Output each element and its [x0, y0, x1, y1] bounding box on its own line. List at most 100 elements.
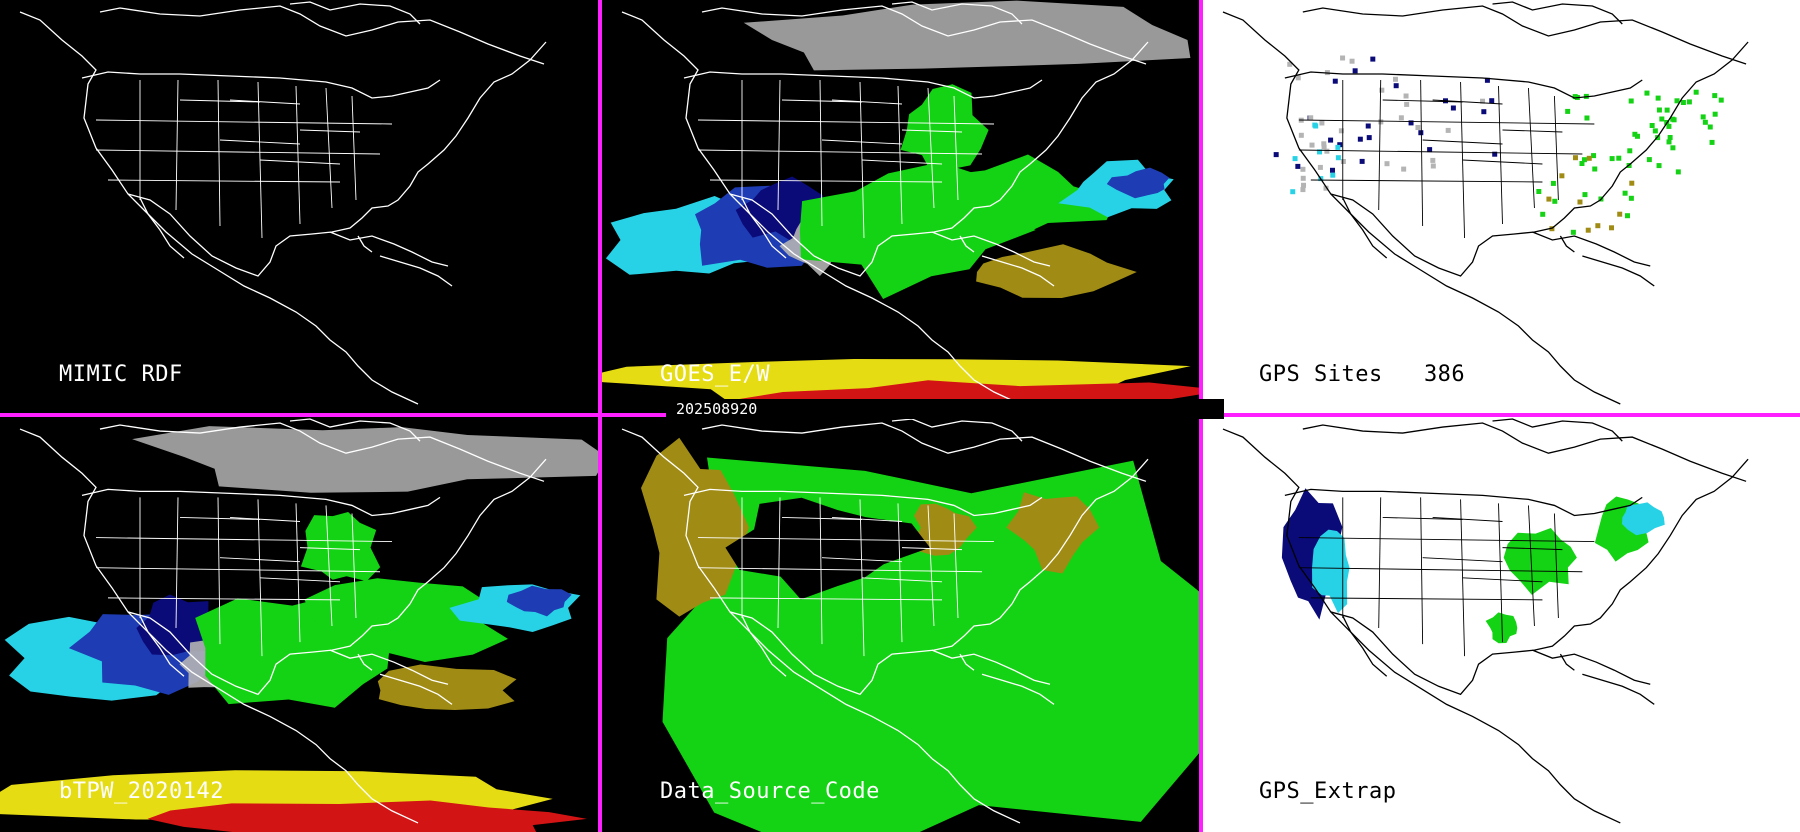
coastline-outline [99, 5, 545, 65]
coastline-outline [741, 615, 787, 677]
gps-site-marker [1675, 169, 1681, 175]
gps-site-marker [1624, 213, 1630, 219]
gps-site-marker [1287, 61, 1293, 67]
state-border [897, 85, 903, 225]
gps-site-marker [1323, 185, 1329, 191]
gps-site-marker [1628, 195, 1634, 201]
state-border [781, 517, 863, 520]
coastline-outline [741, 197, 787, 259]
gps-site-marker [1430, 163, 1436, 169]
gps-site-marker [1370, 56, 1376, 62]
coastline-outline [99, 422, 545, 482]
gps-site-marker [1536, 189, 1542, 194]
gps-site-marker [1300, 175, 1306, 181]
gps-site-marker [1646, 157, 1652, 163]
panel-goes: GOES_E/W [602, 0, 1200, 413]
gps-site-marker [1666, 123, 1672, 129]
state-border [175, 497, 179, 629]
gps-site-marker [1392, 76, 1398, 82]
map-background [0, 0, 598, 413]
gps-site-marker [1415, 125, 1421, 130]
gps-site-marker [1591, 153, 1597, 159]
source-olive-west [641, 437, 749, 617]
panel-label-mimic-rdf: MIMIC RDF [59, 362, 183, 387]
state-border [219, 139, 301, 145]
coastline-outline [127, 458, 547, 696]
coastline-outline [139, 615, 185, 677]
state-border [781, 99, 863, 103]
state-border [295, 503, 301, 643]
coastline-outline [1284, 71, 1643, 99]
coastline-outline [891, 1, 1023, 25]
gps-site-marker [1273, 152, 1279, 158]
state-border [259, 159, 341, 165]
extrap-cyan-ne [1621, 502, 1665, 536]
state-border [697, 537, 995, 543]
gps-site-marker [1300, 166, 1306, 172]
state-border [1432, 517, 1503, 522]
extrap-green-ohio [1503, 528, 1577, 595]
gps-site-marker [1634, 133, 1640, 139]
coastline-outline [81, 71, 441, 99]
coastline-outline [1492, 1, 1623, 25]
coastline-outline [379, 673, 453, 705]
state-border [1378, 79, 1382, 211]
map-p1 [0, 0, 598, 413]
state-border [1498, 503, 1503, 643]
panel-label-gps-sites: GPS Sites 386 [1259, 362, 1466, 387]
gps-site-marker [1492, 151, 1498, 157]
coastline-outline [729, 41, 1149, 277]
coastline-outline [357, 653, 373, 671]
state-border [1462, 159, 1543, 165]
gps-site-marker [1430, 157, 1436, 163]
gps-site-marker [1359, 158, 1365, 164]
moisture-olive-caribbean [976, 244, 1137, 298]
gps-site-marker [1403, 93, 1409, 99]
coastline-outline [127, 41, 547, 277]
gps-site-marker [1667, 135, 1673, 140]
gps-site-marker [1700, 114, 1706, 120]
state-border [299, 129, 361, 133]
state-border [1528, 87, 1535, 209]
state-border [1420, 79, 1424, 227]
gps-site-marker [1595, 223, 1601, 229]
gps-site-marker [1550, 180, 1556, 186]
coastline-outline [701, 5, 1147, 65]
gps-site-marker [1674, 98, 1680, 104]
coastline-outline [1330, 458, 1749, 696]
gps-site-marker [1570, 229, 1576, 235]
state-border [259, 577, 341, 583]
coastline-outline [1330, 41, 1749, 277]
coastline-outline [329, 231, 449, 267]
gps-site-marker [1393, 83, 1399, 89]
gps-site-marker [1290, 189, 1296, 195]
state-border [325, 87, 333, 209]
state-border [831, 517, 903, 522]
moisture-olive-caribbean [377, 664, 517, 711]
state-border [1420, 497, 1424, 645]
moisture-green-lakes [300, 512, 381, 582]
gps-site-marker [1718, 97, 1724, 103]
state-border [709, 597, 943, 601]
gps-site-marker [1308, 115, 1314, 121]
state-border [229, 99, 301, 105]
gps-site-marker [1702, 119, 1708, 125]
state-border [901, 129, 963, 133]
state-border [897, 503, 903, 643]
gps-site-marker [1693, 89, 1699, 95]
state-border [219, 557, 301, 563]
state-border [831, 99, 903, 105]
gps-site-marker [1357, 136, 1363, 142]
coastline-outline [379, 255, 453, 287]
gps-site-marker [1579, 161, 1585, 166]
gps-site-marker [1546, 196, 1552, 202]
gps-site-marker [1565, 108, 1571, 114]
gps-site-marker [1295, 75, 1301, 81]
state-border [1298, 567, 1583, 573]
coastline-outline [683, 488, 1043, 517]
panel-data-source-code: Data_Source_Code [602, 417, 1200, 832]
gps-site-marker [1644, 90, 1650, 96]
gps-site-marker [1664, 107, 1670, 113]
state-border [1553, 95, 1559, 201]
coastline-outline [1582, 255, 1655, 287]
